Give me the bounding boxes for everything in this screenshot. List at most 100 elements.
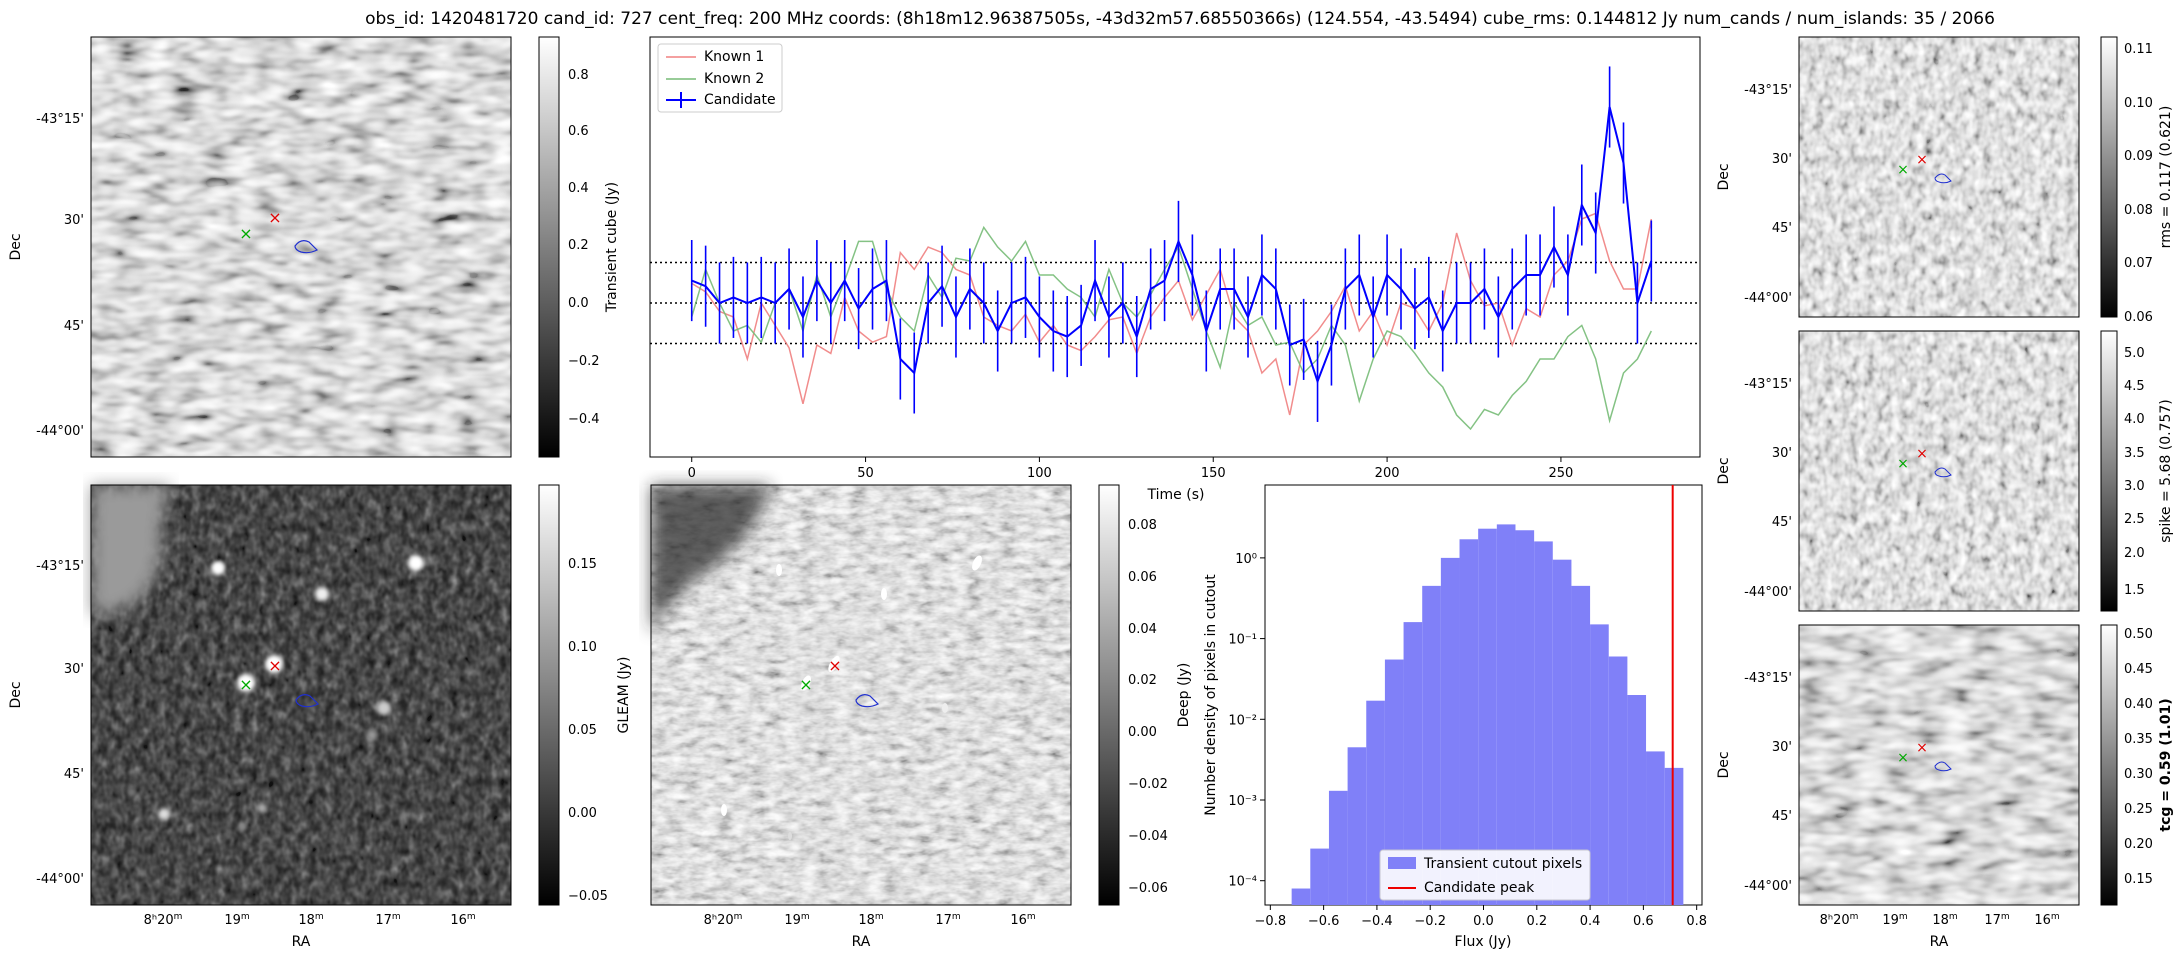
ra-tick: 19m [1882, 912, 1907, 928]
histogram-bar [1552, 559, 1572, 905]
cbar-tick: 0.00 [1128, 725, 1157, 740]
cbar-tick: 0.45 [2124, 662, 2153, 677]
transient-cbar-ticks: 0.8 0.6 0.4 0.2 0.0 −0.2 −0.4 [568, 68, 600, 427]
island-contour [294, 240, 319, 254]
histogram-bar [1328, 790, 1348, 905]
rms-cbar-label: rms = 0.117 (0.621) [2158, 106, 2174, 249]
island-contour [1934, 761, 1952, 772]
lightcurve-xlabel: Time (s) [1147, 487, 1205, 503]
cbar-tick: 0.08 [1128, 518, 1157, 533]
candidate-cross-red: × [828, 656, 841, 675]
spike-cbar-ticks: 5.0 4.5 4.0 3.5 3.0 2.5 2.0 1.5 [2124, 346, 2145, 598]
dec-tick: -43°15' [1744, 377, 1792, 392]
ra-tick: 18m [1932, 912, 1957, 928]
cbar-tick: 4.0 [2124, 412, 2145, 427]
ra-tick: 19m [224, 912, 249, 928]
deep-cbar-ticks: 0.08 0.06 0.04 0.02 0.00 −0.02 −0.04 −0.… [1128, 518, 1168, 896]
cbar-tick: −0.05 [568, 889, 608, 904]
cbar-tick: 0.06 [2124, 310, 2153, 325]
x-tick-label: 0.4 [1580, 914, 1601, 929]
dec-tick: -44°00' [36, 424, 84, 439]
tcg-cbar-ticks: 0.50 0.45 0.40 0.35 0.30 0.25 0.20 0.15 [2124, 627, 2153, 887]
histogram-bar [1384, 659, 1404, 905]
ra-tick: 16m [2034, 912, 2059, 928]
histogram-bar [1571, 585, 1591, 905]
histogram-bar [1496, 524, 1516, 905]
y-tick-label: 10⁻³ [1228, 794, 1257, 809]
cbar-tick: −0.02 [1128, 777, 1168, 792]
cbar-tick: 5.0 [2124, 346, 2145, 361]
cbar-tick: 0.4 [568, 181, 589, 196]
cbar-tick: 4.5 [2124, 379, 2145, 394]
ra-tick: 17m [935, 912, 960, 928]
cbar-tick: 0.10 [568, 640, 597, 655]
deep-cbar-label: Deep (Jy) [1176, 663, 1192, 728]
cbar-tick: 0.08 [2124, 203, 2153, 218]
x-tick-label: 0.6 [1633, 914, 1654, 929]
candidate-cross-green: × [1897, 456, 1909, 472]
candidate-cross-red: × [1916, 446, 1928, 462]
x-tick-label: 50 [857, 466, 874, 481]
dec-tick: 45' [64, 767, 84, 782]
candidate-cross-red: × [1916, 152, 1928, 168]
transient-panel: × × -43°15' 30' 45' -44°00' Dec 0.8 0.6 … [8, 36, 620, 458]
spike-image [1799, 331, 2079, 611]
tcg-colorbar [2100, 624, 2118, 906]
cbar-tick: 0.50 [2124, 627, 2153, 642]
cbar-tick: 0.2 [568, 238, 589, 253]
rms-dec-ticks: -43°15' 30' 45' -44°00' [1744, 83, 1792, 306]
cbar-tick: 1.5 [2124, 583, 2145, 598]
candidate-cross-red: × [1916, 740, 1928, 756]
legend-candidate: Candidate [704, 92, 776, 108]
deep-colorbar [1098, 484, 1120, 906]
dec-tick: -43°15' [36, 112, 84, 127]
transient-dec-ticks: -43°15' 30' 45' -44°00' [36, 112, 84, 439]
histogram-bar [1440, 557, 1460, 905]
gleam-bright-corner [91, 485, 171, 615]
cbar-tick: 2.5 [2124, 512, 2145, 527]
y-tick-label: 10⁻⁴ [1228, 875, 1257, 890]
ra-tick: 17m [1984, 912, 2009, 928]
dec-tick: 30' [64, 213, 84, 228]
dec-tick: -44°00' [36, 872, 84, 887]
gleam-dec-ticks: -43°15' 30' 45' -44°00' [36, 559, 84, 887]
ra-tick: 19m [784, 912, 809, 928]
spike-cbar-label: spike = 5.68 (0.757) [2158, 399, 2174, 543]
gleam-cbar-label: GLEAM (Jy) [616, 657, 632, 734]
transient-colorbar [538, 36, 560, 458]
cbar-tick: 0.07 [2124, 256, 2153, 271]
ra-tick: 16m [450, 912, 475, 928]
ra-tick: 16m [1010, 912, 1035, 928]
cbar-tick: 0.15 [568, 557, 597, 572]
histogram-bar [1608, 656, 1628, 905]
legend-known2: Known 2 [704, 71, 764, 87]
series-line-candidate [691, 106, 1653, 385]
dec-tick: 45' [1772, 515, 1792, 530]
histogram-bar [1403, 622, 1423, 905]
cbar-tick: −0.2 [568, 354, 600, 369]
y-tick-label: 10⁻² [1228, 713, 1257, 728]
candidate-cross-green: × [239, 224, 252, 243]
cbar-tick: 0.20 [2124, 837, 2153, 852]
tcg-image [1799, 625, 2079, 905]
dec-tick: 30' [64, 662, 84, 677]
deep-panel: × × 8ʰ20m 19m 18m 17m 16m RA 0.08 0.06 0… [650, 484, 1192, 950]
cbar-tick: 2.0 [2124, 546, 2145, 561]
cbar-tick: 0.15 [2124, 872, 2153, 887]
gleam-colorbar [538, 484, 560, 906]
candidate-cross-green: × [1897, 162, 1909, 178]
deep-ra-ticks: 8ʰ20m 19m 18m 17m 16m [704, 912, 1036, 928]
dec-tick: 30' [1772, 152, 1792, 167]
histogram-bar [1459, 539, 1479, 905]
histogram-bar [1422, 585, 1441, 905]
ra-axis-label: RA [1930, 934, 1949, 950]
dec-tick: -43°15' [1744, 83, 1792, 98]
cbar-tick: 0.8 [568, 68, 589, 83]
lightcurve-panel: 0 50 100 150 200 250 Time (s) Known 1 Known 2… [649, 36, 1701, 503]
cbar-tick: −0.4 [568, 412, 600, 427]
lightcurve-series [690, 66, 1653, 431]
histogram-ylabel: Number density of pixels in cutout [1203, 574, 1219, 816]
candidate-cross-red: × [268, 208, 281, 227]
x-tick-label: 0 [688, 466, 696, 481]
histogram-bar [1627, 695, 1647, 905]
